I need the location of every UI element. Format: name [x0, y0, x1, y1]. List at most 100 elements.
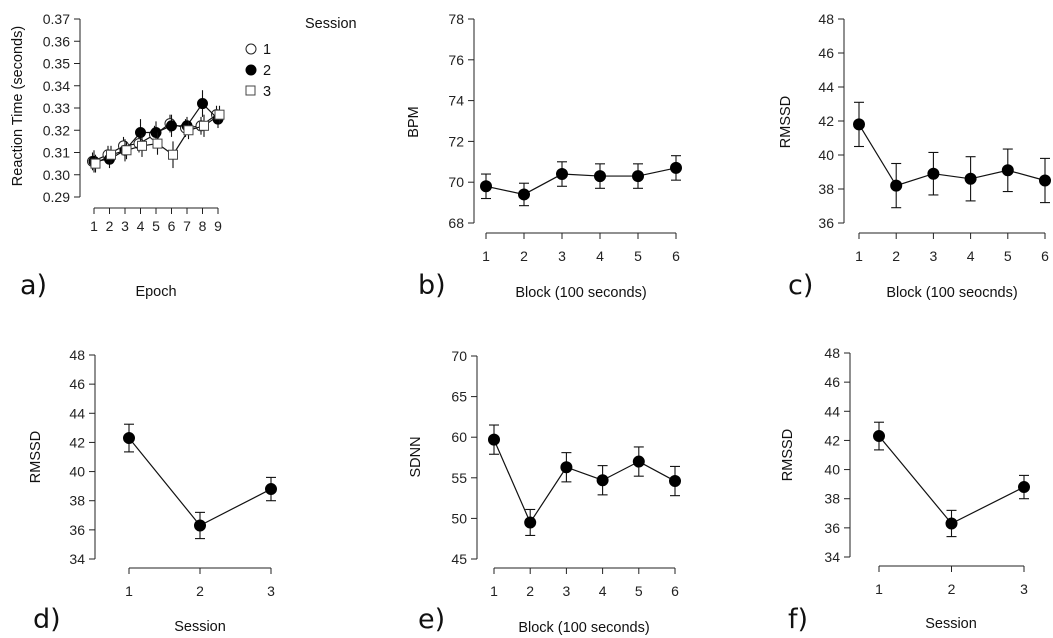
data-point	[1001, 164, 1014, 177]
data-point	[121, 145, 132, 156]
y-tick-label: 74	[448, 93, 464, 109]
series-line	[858, 124, 1046, 187]
x-tick-label: 8	[199, 218, 207, 234]
x-axis-title: Epoch	[135, 284, 176, 300]
y-tick-label: 48	[824, 345, 840, 361]
series-1	[488, 424, 681, 537]
data-point	[106, 149, 116, 160]
x-tick-label: 1	[875, 581, 883, 597]
data-point	[873, 430, 885, 443]
y-tick-label: 42	[69, 434, 85, 450]
panel-letter: d)	[33, 604, 61, 635]
y-tick-label: 0.36	[43, 33, 70, 49]
data-point	[670, 161, 682, 174]
data-point	[524, 516, 537, 529]
x-tick-label: 1	[482, 248, 490, 264]
series-line	[485, 167, 677, 196]
x-tick-label: 3	[930, 248, 938, 264]
y-tick-label: 44	[824, 403, 840, 419]
x-tick-label: 4	[599, 583, 607, 599]
y-tick-label: 0.30	[43, 167, 70, 183]
legend-marker	[245, 64, 257, 76]
x-tick-label: 3	[563, 583, 571, 599]
y-tick-label: 78	[448, 11, 464, 27]
data-point	[945, 517, 958, 530]
legend-label: 1	[263, 42, 271, 58]
y-tick-label: 46	[69, 376, 85, 392]
y-tick-label: 44	[818, 79, 834, 95]
series-2	[88, 90, 224, 173]
data-point	[596, 474, 609, 487]
data-point	[518, 188, 530, 201]
series-1	[480, 155, 682, 207]
y-tick-label: 0.31	[43, 145, 70, 161]
y-tick-label: 0.29	[43, 189, 70, 205]
series-1	[123, 423, 277, 540]
x-tick-label: 1	[125, 583, 133, 599]
x-axis-title: Session	[174, 619, 226, 635]
y-tick-label: 70	[451, 348, 467, 364]
x-tick-label: 2	[948, 581, 956, 597]
panel-letter: c)	[788, 270, 813, 301]
data-point	[150, 126, 162, 138]
y-tick-label: 72	[448, 133, 464, 149]
x-tick-label: 2	[892, 248, 900, 264]
y-tick-label: 50	[451, 510, 467, 526]
y-tick-label: 68	[448, 215, 464, 231]
y-tick-label: 45	[451, 551, 467, 567]
x-tick-label: 5	[634, 248, 642, 264]
chart-panel-b: 68 70 72 74 76 78 1 2 3 4 5 6 Block (100 seconds) BPM…	[406, 11, 682, 301]
x-tick-label: 1	[490, 583, 498, 599]
y-tick-label: 34	[69, 551, 85, 567]
y-tick-label: 48	[818, 11, 834, 27]
data-point	[556, 168, 568, 181]
legend-title: Session	[305, 16, 357, 32]
series-3	[90, 105, 225, 173]
data-point	[137, 140, 147, 151]
x-axis-title: Block (100 seconds)	[518, 620, 649, 636]
x-tick-label: 3	[267, 583, 275, 599]
data-point	[166, 120, 177, 132]
y-tick-label: 38	[824, 491, 840, 507]
y-tick-label: 36	[69, 522, 85, 538]
data-point	[632, 170, 644, 183]
x-tick-label: 2	[106, 218, 114, 234]
data-point	[194, 519, 206, 532]
chart-panel-d: 34 36 38 40 42 44 46 48 1 2 3 Session RMSSD d)	[28, 347, 277, 635]
y-axis-title: Reaction Time (seconds)	[10, 26, 26, 186]
x-tick-label: 6	[1041, 248, 1049, 264]
chart-panel-f: 34 36 38 40 42 44 46 48 1 2 3 Session RMSSD f)	[780, 345, 1030, 635]
chart-panel-c: 36 38 40 42 44 46 48 1 2 3 4 5 6 Block (100 seocnds) R…	[778, 11, 1051, 301]
y-tick-label: 55	[451, 470, 467, 486]
x-tick-label: 4	[137, 218, 145, 234]
legend-marker	[245, 85, 256, 96]
data-point	[480, 180, 492, 193]
x-tick-label: 5	[152, 218, 160, 234]
data-point	[853, 118, 865, 131]
data-point	[135, 126, 146, 138]
y-tick-label: 36	[824, 520, 840, 536]
legend-label: 2	[263, 63, 271, 79]
x-axis-title: Block (100 seocnds)	[886, 285, 1017, 301]
data-point	[560, 461, 573, 474]
data-point	[669, 475, 681, 488]
y-tick-label: 0.33	[43, 100, 70, 116]
data-point	[152, 138, 163, 149]
y-axis-title: RMSSD	[780, 429, 796, 481]
y-tick-label: 70	[448, 174, 464, 190]
panel-letter: b)	[418, 270, 446, 301]
x-tick-label: 6	[671, 583, 679, 599]
y-tick-label: 0.34	[43, 78, 70, 94]
y-tick-label: 76	[448, 52, 464, 68]
legend-marker	[245, 43, 257, 55]
y-tick-label: 48	[69, 347, 85, 363]
data-point	[964, 172, 977, 185]
x-tick-label: 4	[967, 248, 975, 264]
data-point	[265, 483, 277, 496]
x-tick-label: 4	[596, 248, 604, 264]
y-tick-label: 38	[69, 493, 85, 509]
series-line	[493, 439, 676, 524]
data-point	[1039, 174, 1051, 187]
x-tick-label: 2	[526, 583, 534, 599]
